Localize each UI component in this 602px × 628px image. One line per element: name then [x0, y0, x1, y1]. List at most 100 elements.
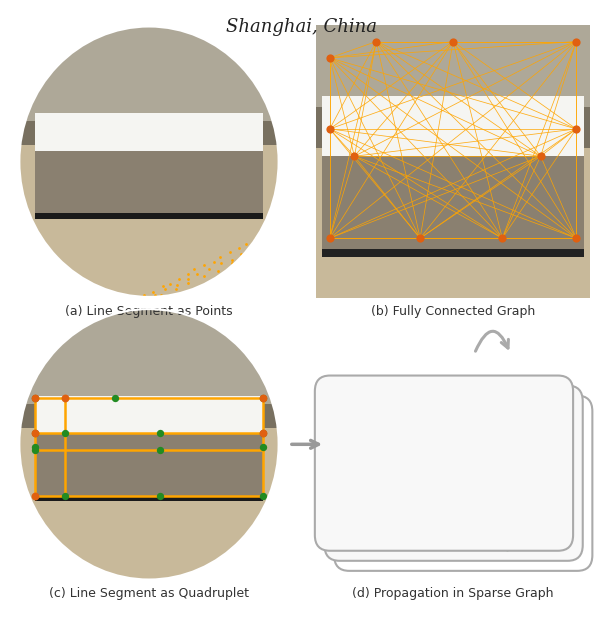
- Point: [356, 462, 365, 472]
- FancyBboxPatch shape: [324, 386, 583, 561]
- Point: [325, 53, 335, 63]
- Point: [30, 428, 40, 438]
- Point: [258, 441, 268, 452]
- Point: [385, 529, 395, 539]
- Point: [346, 423, 356, 433]
- Point: [571, 124, 581, 134]
- Point: [234, 243, 244, 253]
- Point: [155, 445, 165, 455]
- Point: [30, 428, 40, 438]
- Point: [536, 151, 545, 161]
- Point: [258, 428, 268, 438]
- Point: [174, 274, 184, 284]
- Point: [171, 284, 181, 294]
- Bar: [35, 396, 263, 433]
- Bar: [19, 26, 279, 124]
- Point: [209, 257, 219, 267]
- Point: [390, 459, 400, 469]
- Bar: [35, 213, 263, 219]
- Point: [237, 249, 246, 259]
- Point: [258, 428, 268, 438]
- Bar: [19, 404, 279, 428]
- Point: [390, 488, 400, 498]
- Point: [551, 514, 560, 524]
- Text: (d) Propagation in Sparse Graph: (d) Propagation in Sparse Graph: [352, 587, 554, 600]
- Point: [190, 264, 199, 274]
- Point: [415, 233, 425, 243]
- Point: [139, 290, 149, 300]
- Point: [148, 287, 158, 297]
- Point: [325, 233, 335, 243]
- Point: [228, 255, 237, 265]
- Point: [258, 392, 268, 403]
- Point: [325, 124, 335, 134]
- Point: [241, 239, 250, 249]
- Point: [30, 441, 40, 452]
- Point: [214, 266, 223, 276]
- Text: (c) Line Segment as Quadruplet: (c) Line Segment as Quadruplet: [49, 587, 249, 600]
- Point: [184, 274, 193, 284]
- Point: [165, 279, 175, 289]
- Bar: [19, 26, 279, 297]
- Point: [205, 264, 214, 274]
- Point: [172, 280, 182, 290]
- Point: [157, 290, 166, 300]
- Bar: [316, 25, 590, 112]
- Point: [390, 427, 400, 437]
- Point: [160, 284, 170, 295]
- Point: [497, 233, 507, 243]
- Point: [60, 392, 69, 403]
- Point: [216, 258, 226, 268]
- Point: [199, 271, 209, 281]
- Point: [571, 233, 581, 243]
- Point: [155, 490, 165, 501]
- Text: (a) Line Segment as Points: (a) Line Segment as Points: [65, 305, 233, 318]
- Point: [227, 257, 237, 268]
- Point: [464, 422, 473, 432]
- Point: [250, 234, 259, 244]
- Point: [352, 478, 361, 488]
- Point: [60, 490, 69, 501]
- Bar: [316, 107, 590, 148]
- FancyBboxPatch shape: [334, 396, 592, 571]
- Point: [350, 151, 359, 161]
- Point: [193, 269, 202, 279]
- Text: (b) Fully Connected Graph: (b) Fully Connected Graph: [371, 305, 535, 318]
- Point: [478, 514, 488, 524]
- Point: [488, 454, 497, 464]
- Bar: [321, 96, 585, 156]
- Point: [258, 490, 268, 501]
- Bar: [316, 25, 590, 298]
- Point: [571, 36, 581, 46]
- Bar: [35, 113, 263, 151]
- Bar: [19, 309, 279, 406]
- Bar: [19, 309, 279, 580]
- Point: [361, 518, 371, 528]
- Point: [361, 488, 371, 498]
- Point: [225, 247, 234, 257]
- Text: Shanghai, China: Shanghai, China: [226, 18, 376, 36]
- Point: [216, 252, 225, 262]
- Bar: [19, 121, 279, 146]
- Point: [352, 508, 361, 518]
- Bar: [35, 495, 263, 501]
- Point: [258, 392, 268, 403]
- Point: [471, 479, 480, 489]
- Point: [150, 290, 160, 300]
- Bar: [321, 249, 585, 257]
- Point: [448, 36, 458, 46]
- Point: [155, 428, 165, 438]
- Bar: [321, 156, 585, 249]
- Point: [184, 269, 193, 279]
- Point: [502, 542, 512, 553]
- Bar: [35, 433, 263, 495]
- Point: [60, 428, 69, 438]
- Point: [110, 392, 120, 403]
- Bar: [35, 151, 263, 213]
- Point: [356, 433, 365, 443]
- Point: [30, 490, 40, 501]
- Point: [551, 446, 560, 456]
- Point: [30, 445, 40, 455]
- FancyBboxPatch shape: [315, 376, 573, 551]
- Point: [30, 392, 40, 403]
